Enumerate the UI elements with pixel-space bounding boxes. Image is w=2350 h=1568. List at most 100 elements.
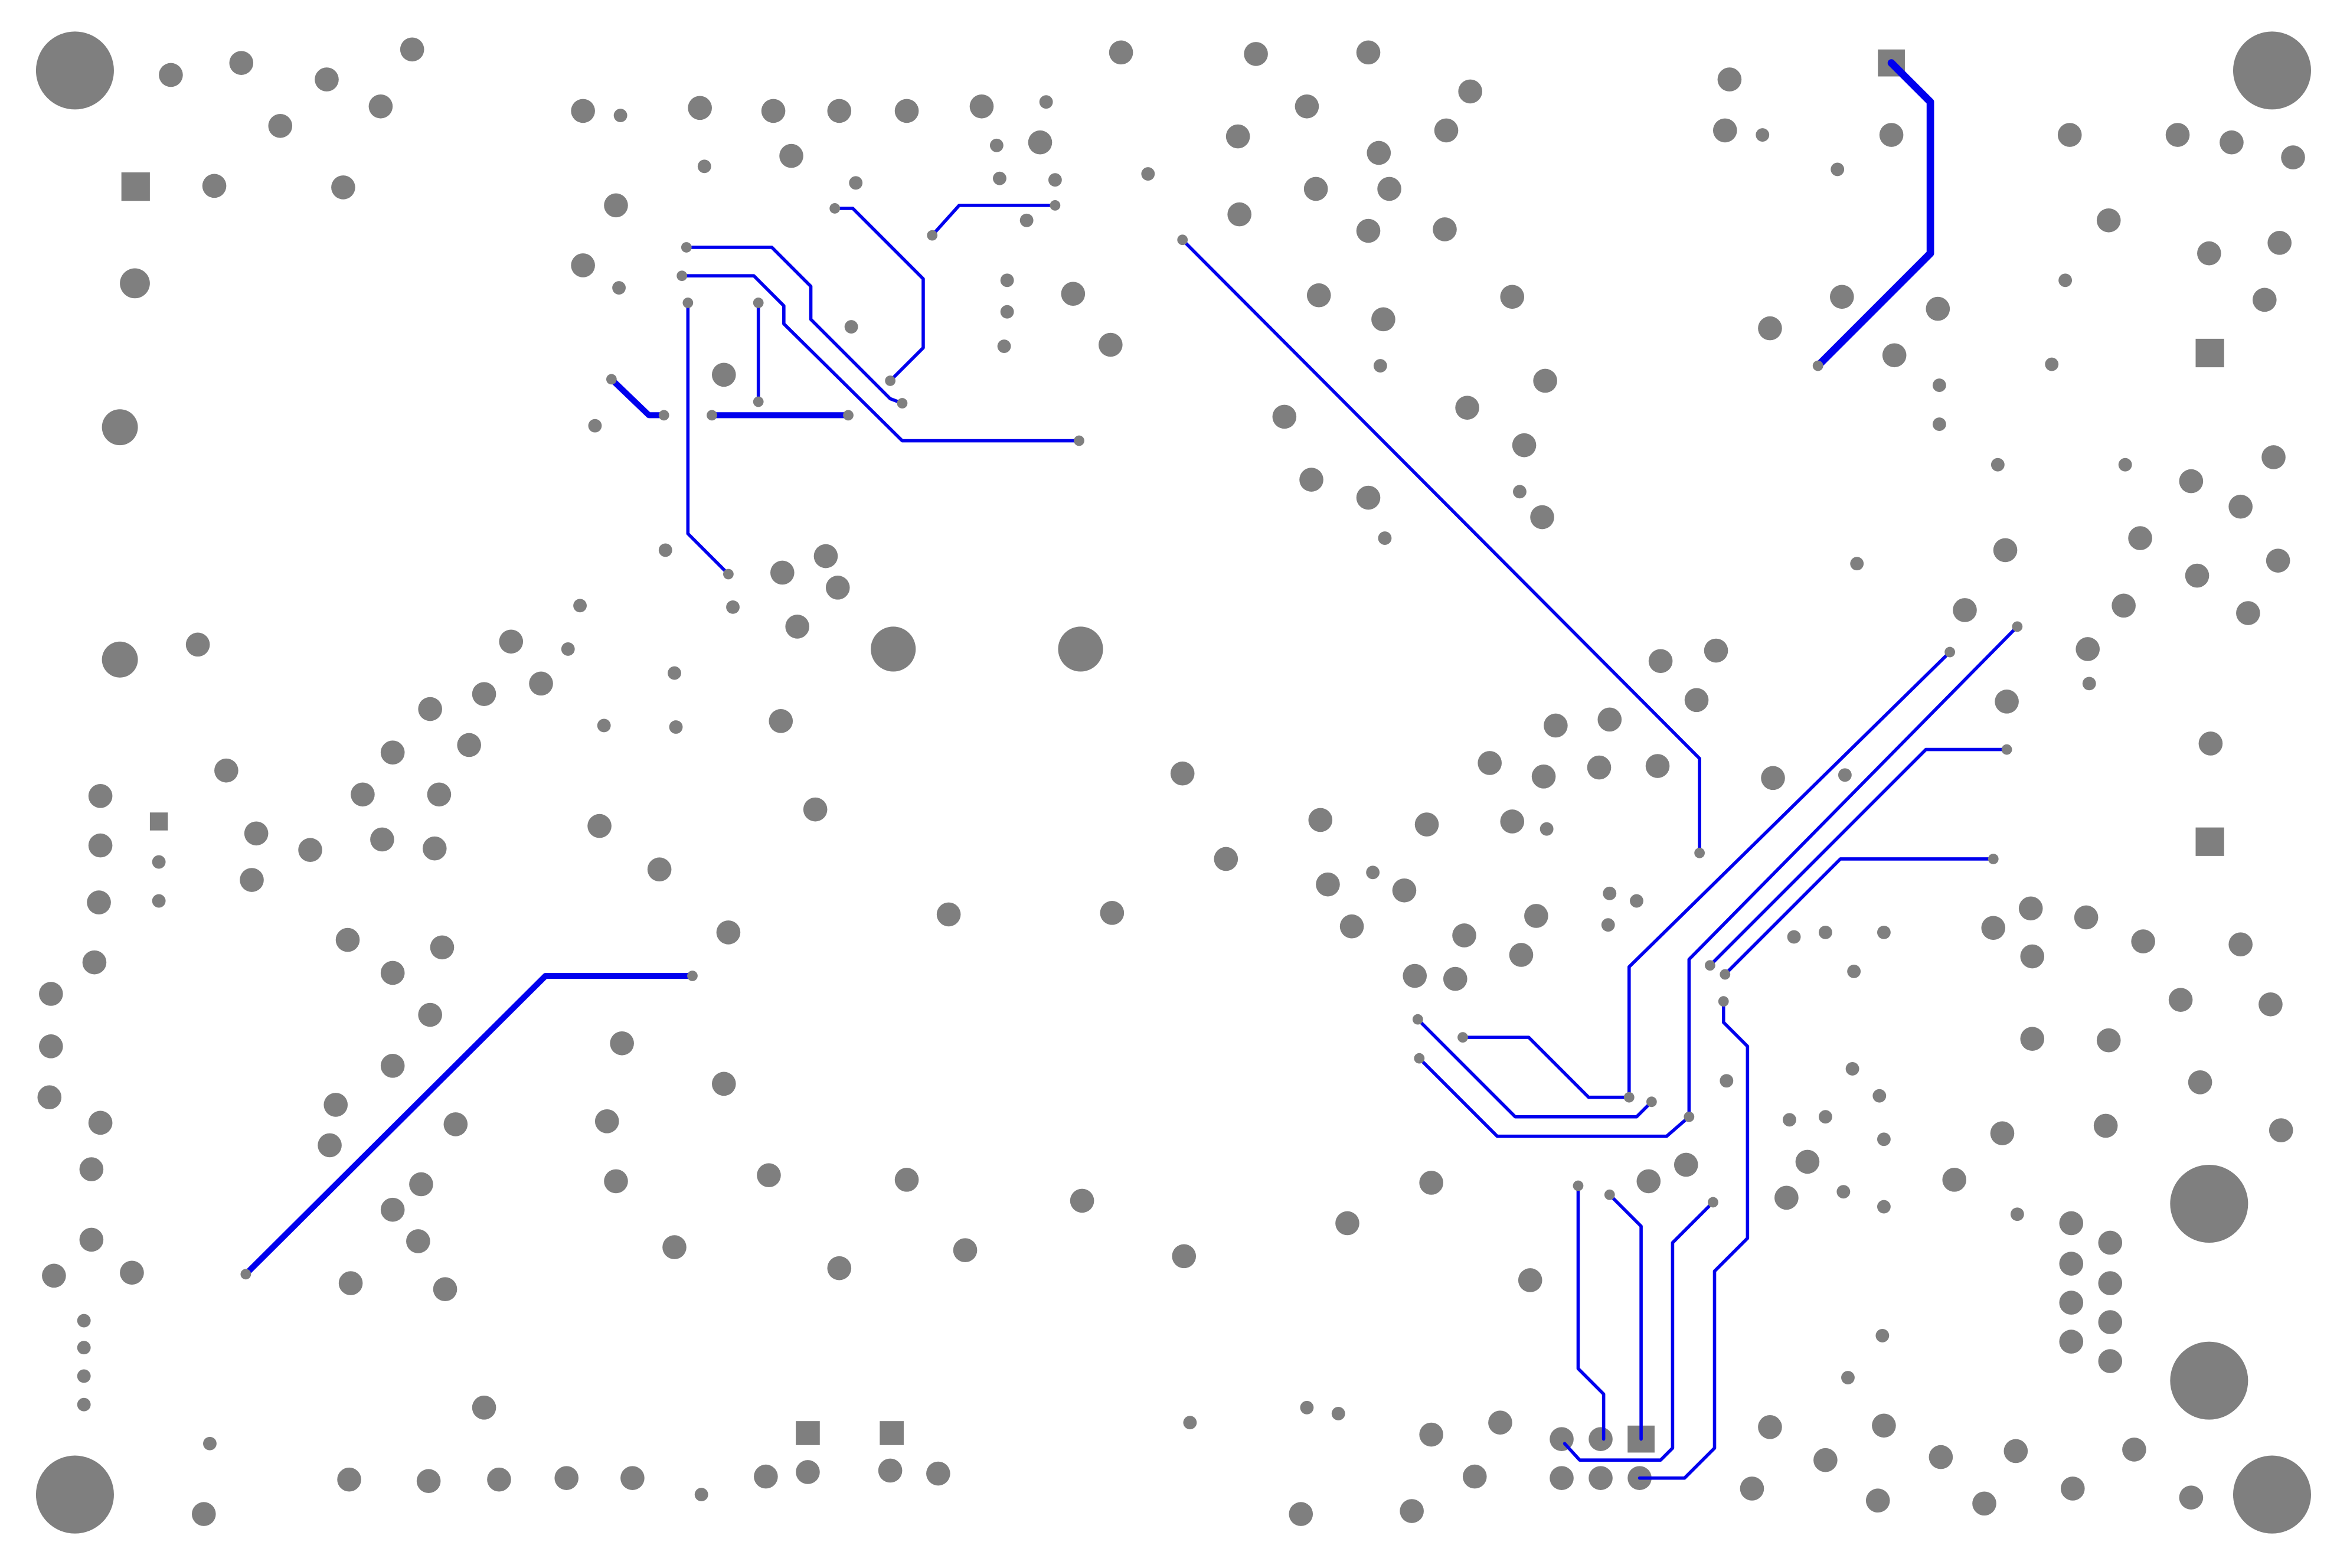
trace-end-via — [1623, 1092, 1635, 1103]
round-pad — [39, 982, 63, 1006]
via — [989, 138, 1004, 152]
round-pad — [1070, 1188, 1094, 1213]
via — [1601, 918, 1615, 932]
via — [1513, 485, 1527, 499]
round-pad — [2261, 445, 2286, 469]
via — [1720, 1074, 1734, 1088]
copper-trace — [1814, 59, 1934, 370]
round-pad — [1272, 404, 1297, 429]
round-pad — [1371, 307, 1395, 332]
square-pad — [796, 1421, 820, 1445]
round-pad — [1524, 904, 1548, 928]
round-pad — [1462, 1464, 1487, 1489]
round-pad — [79, 1227, 104, 1252]
round-pads — [37, 37, 2305, 1526]
round-pad — [2059, 1252, 2084, 1276]
round-pad — [1227, 202, 1251, 227]
round-pad — [1308, 808, 1333, 832]
round-pad — [2059, 1291, 2084, 1315]
via — [1756, 128, 1770, 142]
round-pad — [604, 1169, 628, 1194]
round-pad — [1740, 1476, 1764, 1501]
round-pad — [1648, 649, 1673, 674]
copper-trace — [1638, 999, 1750, 1480]
round-pad — [1813, 1448, 1838, 1472]
round-pad — [1356, 218, 1381, 243]
round-pad — [604, 193, 628, 218]
round-pad — [1434, 118, 1459, 143]
copper-trace — [1416, 1017, 1653, 1119]
round-pad — [711, 1072, 736, 1096]
via — [1603, 886, 1617, 900]
round-pad — [2076, 637, 2100, 661]
round-pad — [1587, 755, 1612, 780]
round-pad — [39, 1034, 63, 1059]
via — [1000, 273, 1014, 288]
round-pad — [1953, 598, 1977, 622]
round-pad — [2269, 1118, 2293, 1142]
round-pad — [711, 362, 736, 387]
round-pad — [1303, 177, 1328, 201]
round-pad — [2252, 288, 2277, 312]
trace-end-via — [1604, 1189, 1615, 1200]
round-pad — [2197, 241, 2221, 266]
round-pad — [1995, 690, 2019, 714]
via — [1366, 865, 1380, 880]
round-pad — [2122, 1438, 2146, 1462]
round-pad — [1225, 124, 1250, 149]
round-pad — [1712, 118, 1737, 143]
via — [844, 320, 858, 334]
round-pad — [102, 409, 138, 446]
round-pad — [323, 1093, 348, 1117]
round-pad — [1774, 1185, 1799, 1210]
round-pad — [2096, 1028, 2121, 1053]
trace-end-via — [658, 410, 669, 421]
round-pad — [418, 1002, 442, 1027]
mounting-hole — [35, 1455, 114, 1534]
square-pad — [121, 172, 150, 201]
via — [1847, 964, 1861, 978]
round-pad — [1028, 130, 1053, 155]
round-pad — [88, 833, 113, 858]
copper-traces — [243, 59, 2019, 1480]
round-pad — [2281, 145, 2305, 169]
round-pad — [1403, 963, 1427, 988]
round-pad — [1981, 916, 2006, 940]
trace-end-via — [843, 410, 854, 421]
round-pad — [1500, 285, 1525, 309]
round-pad — [936, 902, 961, 927]
via — [1872, 1089, 1887, 1103]
round-pad — [769, 709, 793, 733]
round-pad — [1761, 766, 1785, 790]
via — [152, 894, 166, 908]
round-pad — [825, 576, 850, 600]
round-pad — [953, 1238, 978, 1263]
trace-end-via — [1705, 960, 1715, 971]
round-pad — [1589, 1466, 1613, 1490]
round-pad — [1717, 67, 1742, 92]
round-pad — [2185, 563, 2210, 588]
round-pad — [1636, 1169, 1661, 1194]
round-pad — [571, 99, 595, 123]
round-pad — [87, 890, 111, 914]
trace-end-via — [1708, 1197, 1718, 1208]
round-pad — [2098, 1230, 2123, 1255]
round-pad — [79, 1157, 104, 1181]
via — [1000, 305, 1014, 319]
round-pad — [2236, 601, 2260, 625]
round-pad — [1518, 1268, 1542, 1292]
round-pad — [2096, 208, 2121, 233]
round-pad — [380, 740, 405, 765]
trace-end-via — [1412, 1014, 1423, 1025]
copper-trace — [1723, 857, 1995, 976]
round-pad — [338, 1271, 363, 1295]
round-pad — [472, 682, 496, 706]
round-pad — [2098, 1310, 2123, 1334]
round-pad — [268, 113, 293, 138]
round-pad — [827, 1256, 852, 1280]
round-pad — [1392, 878, 1417, 903]
round-pad — [2057, 123, 2082, 147]
round-pad — [430, 935, 455, 960]
round-pad — [1530, 505, 1554, 530]
round-pad — [2259, 992, 2283, 1017]
